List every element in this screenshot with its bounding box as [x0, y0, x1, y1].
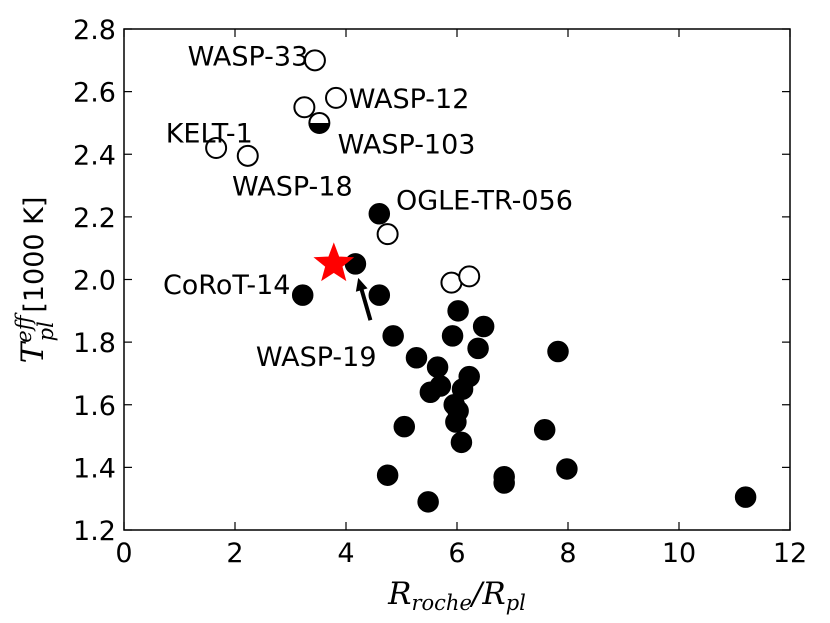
filled-point: [382, 325, 404, 347]
open-point: [205, 136, 228, 159]
x-tick-label: 6: [448, 538, 465, 569]
y-tick-label: 1.2: [73, 516, 116, 547]
filled-point: [533, 419, 556, 441]
y-axis-label: Teffpl [1000 K]: [12, 197, 58, 364]
open-point: [325, 86, 348, 109]
filled-point: [405, 347, 428, 369]
filled-point: [472, 315, 495, 338]
filled-point: [291, 284, 314, 306]
filled-point: [556, 458, 578, 480]
filled-point: [450, 431, 473, 454]
y-tick-label: 1.8: [73, 328, 116, 359]
arrow: [355, 277, 373, 321]
planet-label: CoRoT-14: [163, 270, 291, 301]
planet-label: OGLE-TR-056: [396, 186, 573, 217]
y-tick-label: 2.8: [73, 15, 116, 46]
filled-point: [393, 415, 416, 438]
y-tick-label: 1.6: [73, 391, 116, 422]
filled-point: [417, 491, 439, 513]
filled-point: [447, 300, 469, 322]
open-point: [376, 223, 399, 246]
y-tick-label: 2.4: [73, 140, 116, 171]
data-marks: [205, 49, 757, 513]
filled-point: [426, 356, 449, 378]
filled-point: [467, 337, 489, 360]
filled-point: [368, 284, 391, 306]
y-tick-label: 1.4: [73, 453, 116, 484]
x-tick-label: 4: [337, 538, 354, 569]
planet-label: WASP-33: [188, 42, 309, 73]
x-tick-label: 0: [115, 538, 132, 569]
filled-point: [445, 411, 467, 433]
filled-point: [344, 253, 367, 275]
filled-point: [441, 325, 464, 347]
filled-point: [547, 340, 569, 363]
star-point: [313, 242, 355, 282]
planet-label: WASP-18: [232, 172, 353, 203]
open-point: [293, 96, 316, 119]
open-point: [458, 265, 481, 288]
y-tick-label: 2.2: [73, 203, 116, 234]
open-point: [236, 144, 259, 167]
planet-label: WASP-12: [349, 84, 470, 115]
filled-point: [419, 381, 442, 403]
filled-point: [376, 464, 399, 486]
planet-label: KELT-1: [166, 118, 253, 149]
y-tick-label: 2.6: [73, 78, 116, 109]
annotations: WASP-33 WASP-12 KELT-1 WASP-103 WASP-18 OGLE-…: [163, 42, 573, 374]
filled-point: [493, 472, 515, 494]
x-tick-label: 10: [662, 538, 696, 569]
open-point: [303, 49, 326, 72]
half-filled-point: [308, 111, 331, 134]
x-tick-label: 12: [773, 538, 807, 569]
filled-point: [734, 486, 757, 508]
x-tick-label: 8: [559, 538, 576, 569]
axis-ticks: 0 2 4 6 8 10 12 1.2 1.4 1.6 1.8 2.0 2.2 2.4 2.6 2.8: [73, 15, 807, 569]
planet-label: WASP-103: [338, 129, 476, 160]
planet-label: WASP-19: [256, 342, 377, 373]
y-tick-label: 2.0: [73, 266, 116, 297]
x-tick-label: 2: [226, 538, 243, 569]
filled-point: [368, 202, 391, 225]
x-axis-label: Rroche/Rpl: [387, 576, 526, 615]
